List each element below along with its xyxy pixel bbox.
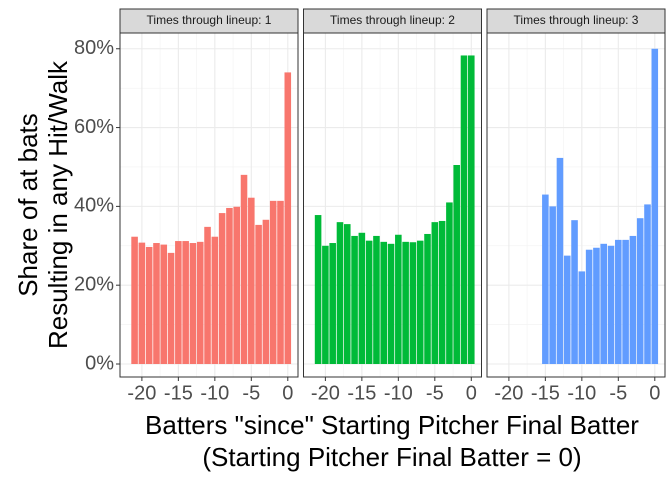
bar bbox=[196, 241, 204, 364]
bar bbox=[549, 206, 556, 364]
bar bbox=[615, 239, 622, 364]
bar bbox=[167, 252, 175, 364]
bar bbox=[453, 165, 460, 364]
strip bbox=[486, 8, 666, 34]
bar bbox=[460, 55, 468, 364]
bar bbox=[329, 243, 336, 364]
bar bbox=[578, 271, 586, 364]
bar bbox=[343, 224, 351, 364]
bar bbox=[446, 202, 453, 364]
bar bbox=[226, 207, 233, 364]
bar bbox=[607, 245, 615, 364]
bar bbox=[424, 233, 431, 364]
y-axis-title-line: Resulting in any Hit/Walk bbox=[43, 60, 73, 349]
x-tick-label: 0 bbox=[282, 382, 293, 404]
bar bbox=[175, 241, 182, 364]
bar bbox=[556, 157, 564, 364]
x-tick-label: -15 bbox=[164, 382, 193, 404]
bar bbox=[593, 247, 600, 364]
bar bbox=[240, 174, 248, 364]
y-tick-label: 80% bbox=[74, 37, 114, 59]
bar bbox=[248, 197, 255, 364]
bar bbox=[373, 235, 380, 364]
bar bbox=[262, 219, 270, 364]
bar bbox=[351, 235, 358, 364]
bar bbox=[336, 222, 344, 364]
y-tick-label: 60% bbox=[74, 116, 114, 138]
bar bbox=[255, 224, 262, 364]
y-tick-label: 0% bbox=[85, 352, 114, 374]
bar bbox=[431, 222, 439, 364]
bar bbox=[189, 243, 197, 364]
bar bbox=[277, 200, 284, 364]
x-tick-label: -5 bbox=[242, 382, 260, 404]
x-tick-label: -10 bbox=[384, 382, 413, 404]
bar bbox=[131, 236, 138, 364]
strip-title: Times through lineup: 3 bbox=[514, 13, 639, 27]
bar bbox=[636, 218, 644, 364]
x-tick-label: 0 bbox=[649, 382, 660, 404]
bar bbox=[563, 255, 571, 364]
bar bbox=[571, 220, 578, 364]
bar bbox=[322, 245, 329, 364]
bar bbox=[211, 236, 219, 364]
x-tick-label: -10 bbox=[200, 382, 229, 404]
y-axis-title: Share of at bats Resulting in any Hit/Wa… bbox=[13, 60, 73, 349]
bar bbox=[600, 243, 608, 364]
bar bbox=[651, 48, 659, 364]
bar bbox=[314, 215, 322, 364]
bar bbox=[145, 246, 153, 364]
strip-title: Times through lineup: 2 bbox=[330, 13, 455, 27]
bar bbox=[585, 249, 593, 364]
bar bbox=[153, 243, 160, 364]
x-tick-label: -20 bbox=[127, 382, 156, 404]
x-tick-label: -20 bbox=[494, 382, 523, 404]
x-tick-label: -5 bbox=[426, 382, 444, 404]
bar bbox=[438, 220, 446, 364]
bar bbox=[644, 204, 651, 364]
bar bbox=[365, 240, 373, 364]
bar bbox=[629, 235, 637, 364]
bar bbox=[409, 242, 417, 364]
strip-title: Times through lineup: 1 bbox=[147, 13, 272, 27]
x-tick-label: -5 bbox=[609, 382, 627, 404]
bar bbox=[233, 206, 241, 364]
bar bbox=[138, 242, 146, 364]
bar bbox=[387, 243, 395, 364]
bar bbox=[182, 241, 189, 364]
y-tick-label: 40% bbox=[74, 195, 114, 217]
bar bbox=[395, 234, 402, 364]
x-tick-label: 0 bbox=[466, 382, 477, 404]
bar bbox=[284, 72, 292, 364]
bar bbox=[269, 200, 277, 364]
x-axis-title-line: (Starting Pitcher Final Batter = 0) bbox=[202, 442, 581, 472]
strip bbox=[119, 8, 299, 34]
bar bbox=[380, 241, 388, 364]
x-tick-label: -15 bbox=[531, 382, 560, 404]
bar bbox=[542, 194, 549, 364]
strip bbox=[303, 8, 482, 34]
x-tick-label: -20 bbox=[311, 382, 340, 404]
bar bbox=[468, 55, 475, 364]
bar bbox=[622, 239, 629, 364]
bar bbox=[160, 244, 168, 364]
x-tick-label: -15 bbox=[347, 382, 376, 404]
bar bbox=[358, 232, 366, 364]
y-axis-title-line: Share of at bats bbox=[13, 113, 43, 297]
x-axis-title-line: Batters "since" Starting Pitcher Final B… bbox=[145, 410, 639, 440]
y-tick-label: 20% bbox=[74, 273, 114, 295]
bar bbox=[204, 226, 211, 364]
bar bbox=[218, 213, 226, 364]
x-tick-label: -10 bbox=[567, 382, 596, 404]
bar bbox=[402, 241, 409, 364]
bar bbox=[416, 240, 424, 364]
